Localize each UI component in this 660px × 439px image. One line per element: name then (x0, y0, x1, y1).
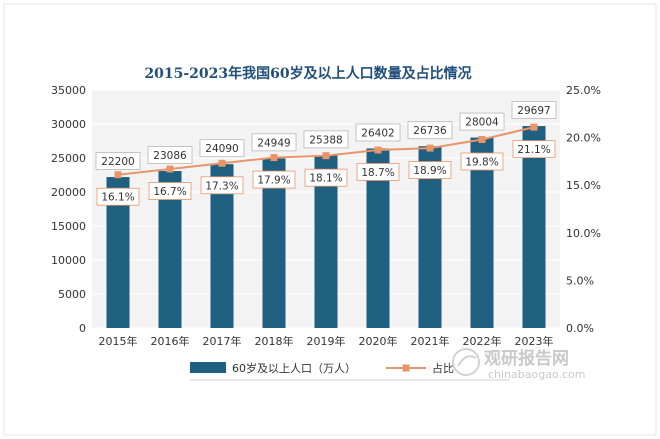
bar (418, 146, 442, 328)
bar-label-box (407, 121, 453, 140)
bar-series (106, 126, 546, 329)
line-data-label: 16.1% (101, 192, 134, 204)
bar (522, 126, 546, 329)
line-data-label: 18.1% (309, 173, 342, 185)
y-axis-right: 0.0% 5.0% 10.0% 15.0% 20.0% 25.0% (566, 84, 601, 335)
line-point (478, 136, 486, 144)
bar-data-label: 25388 (309, 134, 342, 146)
line-label-box (252, 170, 296, 189)
legend-bar-label: 60岁及以上人口（万人） (232, 361, 356, 375)
y-left-tick-label: 10000 (51, 254, 86, 267)
x-tick-label: 2015年 (99, 334, 138, 348)
bar-data-label: 23086 (153, 150, 187, 162)
y-left-tick-label: 0 (79, 322, 86, 335)
line-data-label: 19.8% (465, 157, 498, 169)
watermark-text-en: chinabaogao.com (488, 368, 586, 381)
line-data-label: 17.3% (205, 180, 238, 192)
bar-label-box (355, 123, 401, 142)
bar-label-box (459, 112, 505, 131)
bar (470, 137, 494, 328)
bar-label-box (147, 146, 193, 164)
y-right-tick-label: 5.0% (566, 274, 594, 287)
y-right-tick-label: 15.0% (566, 179, 601, 192)
line-data-label: 17.9% (257, 175, 290, 187)
line-label-box (96, 187, 140, 206)
line-data-label: 18.7% (361, 167, 394, 179)
bar (106, 177, 130, 328)
y-right-tick-label: 25.0% (566, 84, 601, 97)
bar-data-label: 29697 (517, 105, 550, 117)
bar-data-label: 24090 (205, 143, 238, 155)
line-point (166, 165, 174, 173)
y-left-tick-label: 15000 (51, 220, 86, 233)
line-label-box (200, 176, 244, 195)
bar (366, 148, 390, 328)
line-point (218, 159, 226, 167)
x-tick-label: 2023年 (515, 334, 554, 348)
watermark: 观研报告网 chinabaogao.com (452, 348, 586, 381)
bar (210, 164, 234, 328)
y-right-tick-label: 10.0% (566, 227, 601, 240)
line-data-label: 21.1% (517, 144, 550, 156)
line-point (426, 144, 434, 152)
x-tick-label: 2020年 (359, 334, 398, 348)
legend-line-marker (402, 364, 410, 372)
bar (314, 155, 338, 328)
line-point (322, 152, 330, 160)
y-right-tick-label: 0.0% (566, 322, 594, 335)
legend: 60岁及以上人口（万人） 占比 (190, 361, 510, 381)
bar-label-box (199, 139, 245, 158)
x-tick-label: 2022年 (463, 334, 502, 348)
bar-data-label: 28004 (465, 117, 499, 129)
y-left-tick-label: 25000 (51, 152, 86, 165)
line-label-box (408, 161, 452, 179)
line-label-box (460, 152, 504, 171)
line-point (530, 123, 538, 131)
bar-label-box (95, 152, 141, 170)
line-data-label: 18.9% (413, 165, 446, 177)
y-axis-left: 0 5000 10000 15000 20000 25000 30000 35000 (51, 84, 86, 335)
bar-data-label: 22200 (101, 156, 134, 168)
bar-label-box (303, 130, 349, 149)
bar-data-labels: 22200 23086 24090 24949 25388 26402 26736 28004… (95, 101, 557, 170)
line-label-box (356, 163, 400, 181)
chart-title: 2015-2023年我国60岁及以上人口数量及占比情况 (144, 65, 471, 82)
line-series (114, 123, 538, 179)
y-left-tick-label: 20000 (51, 186, 86, 199)
x-tick-label: 2017年 (203, 334, 242, 348)
line-point (374, 146, 382, 154)
x-tick-label: 2019年 (307, 334, 346, 348)
x-tick-label: 2018年 (255, 334, 294, 348)
y-right-tick-label: 20.0% (566, 132, 601, 145)
bar-label-box (251, 133, 297, 152)
line-label-box (512, 140, 556, 159)
bar-data-label: 24949 (257, 137, 290, 149)
line-point (114, 171, 122, 179)
legend-bar-swatch (190, 362, 226, 373)
x-axis: 2015年 2016年 2017年 2018年 2019年 2020年 2021年 2022年… (99, 334, 554, 348)
y-left-tick-label: 5000 (58, 288, 86, 301)
line-data-labels: 16.1% 16.7% 17.3% 17.9% 18.1% 18.7% 18.9% 19.8%… (96, 140, 556, 206)
bar-data-label: 26402 (361, 127, 394, 139)
bar (262, 158, 286, 328)
watermark-logo-icon (452, 348, 480, 376)
chart-frame (3, 3, 657, 436)
legend-line-label: 占比 (432, 361, 454, 375)
line-label-box (304, 168, 348, 187)
bar-data-label: 26736 (413, 125, 447, 137)
x-tick-label: 2021年 (411, 334, 450, 348)
bar-label-box (511, 101, 557, 119)
x-tick-label: 2016年 (151, 334, 190, 348)
y-left-tick-label: 30000 (51, 118, 86, 131)
line-data-label: 16.7% (153, 186, 186, 198)
watermark-text-cn: 观研报告网 (483, 348, 569, 369)
line-point (270, 154, 278, 162)
line-label-box (148, 182, 192, 200)
bar (158, 171, 182, 328)
y-left-tick-label: 35000 (51, 84, 86, 97)
